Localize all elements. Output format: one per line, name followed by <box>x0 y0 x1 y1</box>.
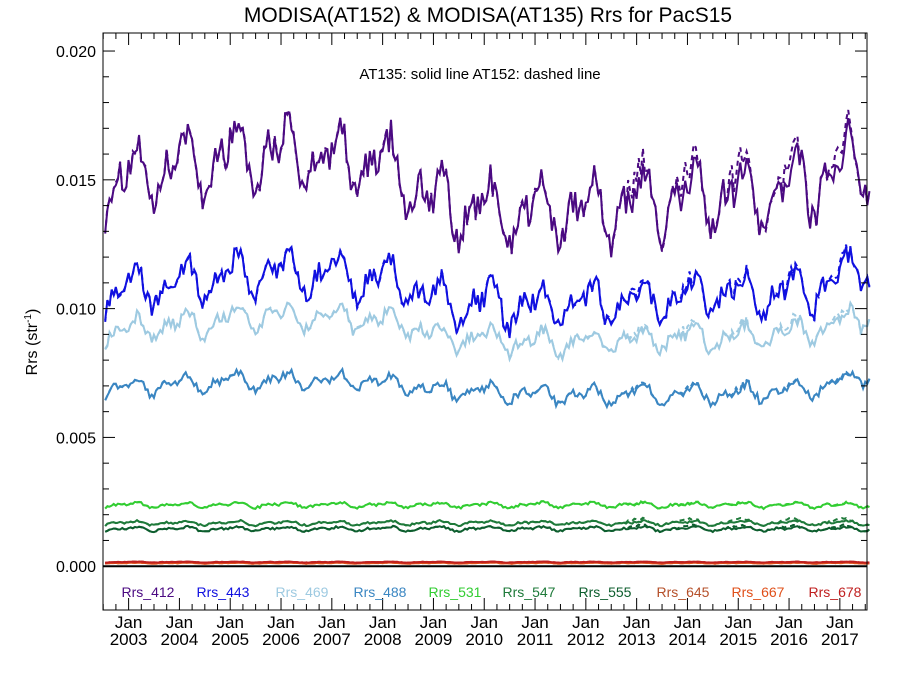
x-tick-year: 2015 <box>719 630 757 649</box>
x-tick-year: 2017 <box>821 630 859 649</box>
x-tick-year: 2007 <box>313 630 351 649</box>
x-tick-year: 2009 <box>415 630 453 649</box>
series-line-rrs-488-at152 <box>104 366 871 410</box>
y-tick-label: 0.010 <box>56 302 96 319</box>
legend-item-rrs-412: Rrs_412 <box>122 584 175 600</box>
series-line-rrs-547-at152 <box>104 516 870 528</box>
legend-item-rrs-645: Rrs_645 <box>657 584 710 600</box>
x-tick-year: 2016 <box>770 630 808 649</box>
x-tick-month: Jan <box>166 613 193 632</box>
legend-item-rrs-531: Rrs_531 <box>429 584 482 600</box>
y-axis-ticks: 0.000 0.005 0.010 0.015 0.020 <box>56 44 867 576</box>
x-tick-month: Jan <box>471 613 498 632</box>
series-line-rrs-412-at135 <box>104 111 871 258</box>
x-tick-month: Jan <box>420 613 447 632</box>
plot-frame <box>102 32 868 611</box>
y-tick-label: 0.000 <box>56 559 96 576</box>
y-axis-label-suffix: ) <box>24 309 41 314</box>
x-tick-year: 2014 <box>669 630 707 649</box>
x-axis-ticks: Jan2003Jan2004Jan2005Jan2006Jan2007Jan20… <box>102 33 866 649</box>
legend-item-rrs-469: Rrs_469 <box>276 584 329 600</box>
y-tick-label: 0.020 <box>56 44 96 61</box>
legend-item-rrs-678: Rrs_678 <box>809 584 862 600</box>
x-tick-month: Jan <box>623 613 650 632</box>
x-tick-year: 2012 <box>567 630 605 649</box>
x-tick-month: Jan <box>267 613 294 632</box>
legend-item-rrs-488: Rrs_488 <box>354 584 407 600</box>
x-tick-month: Jan <box>725 613 752 632</box>
legend-item-rrs-555: Rrs_555 <box>579 584 632 600</box>
x-tick-year: 2011 <box>517 630 554 649</box>
legend-item-rrs-547: Rrs_547 <box>503 584 556 600</box>
y-axis-label-prefix: Rrs (str <box>24 322 41 375</box>
series-line-rrs-678-at152 <box>105 560 870 564</box>
legend-item-rrs-667: Rrs_667 <box>732 584 785 600</box>
x-tick-month: Jan <box>318 613 345 632</box>
series-group <box>104 107 871 565</box>
x-tick-year: 2013 <box>618 630 656 649</box>
legend-item-rrs-443: Rrs_443 <box>197 584 250 600</box>
series-line-rrs-443-at152 <box>104 242 871 339</box>
series-line-rrs-555-at135 <box>104 524 870 534</box>
y-axis-label: Rrs (str-1) <box>23 309 41 376</box>
y-tick-label: 0.005 <box>56 430 96 447</box>
x-tick-year: 2005 <box>211 630 249 649</box>
x-tick-year: 2008 <box>364 630 402 649</box>
series-line-rrs-443-at135 <box>104 244 871 338</box>
x-tick-month: Jan <box>521 613 548 632</box>
x-tick-month: Jan <box>572 613 599 632</box>
x-tick-month: Jan <box>115 613 142 632</box>
chart-title: MODISA(AT152) & MODISA(AT135) Rrs for Pa… <box>244 4 732 27</box>
x-tick-month: Jan <box>826 613 853 632</box>
x-tick-month: Jan <box>674 613 701 632</box>
x-tick-month: Jan <box>217 613 244 632</box>
series-line-rrs-531-at152 <box>104 500 870 511</box>
series-line-rrs-555-at152 <box>104 522 871 534</box>
legend: Rrs_412 Rrs_443 Rrs_469 Rrs_488 Rrs_531 Rrs_5… <box>122 584 862 600</box>
x-tick-year: 2003 <box>110 630 148 649</box>
x-tick-month: Jan <box>775 613 802 632</box>
y-axis-label-sup: -1 <box>23 314 34 323</box>
x-tick-month: Jan <box>369 613 396 632</box>
series-line-rrs-469-at152 <box>104 300 871 363</box>
series-line-rrs-412-at152 <box>104 107 871 256</box>
x-tick-year: 2004 <box>160 630 198 649</box>
y-tick-label: 0.015 <box>56 173 96 190</box>
x-tick-year: 2006 <box>262 630 300 649</box>
line-style-annotation: AT135: solid line AT152: dashed line <box>359 66 600 83</box>
series-line-rrs-488-at135 <box>104 367 871 410</box>
x-tick-year: 2010 <box>465 630 503 649</box>
